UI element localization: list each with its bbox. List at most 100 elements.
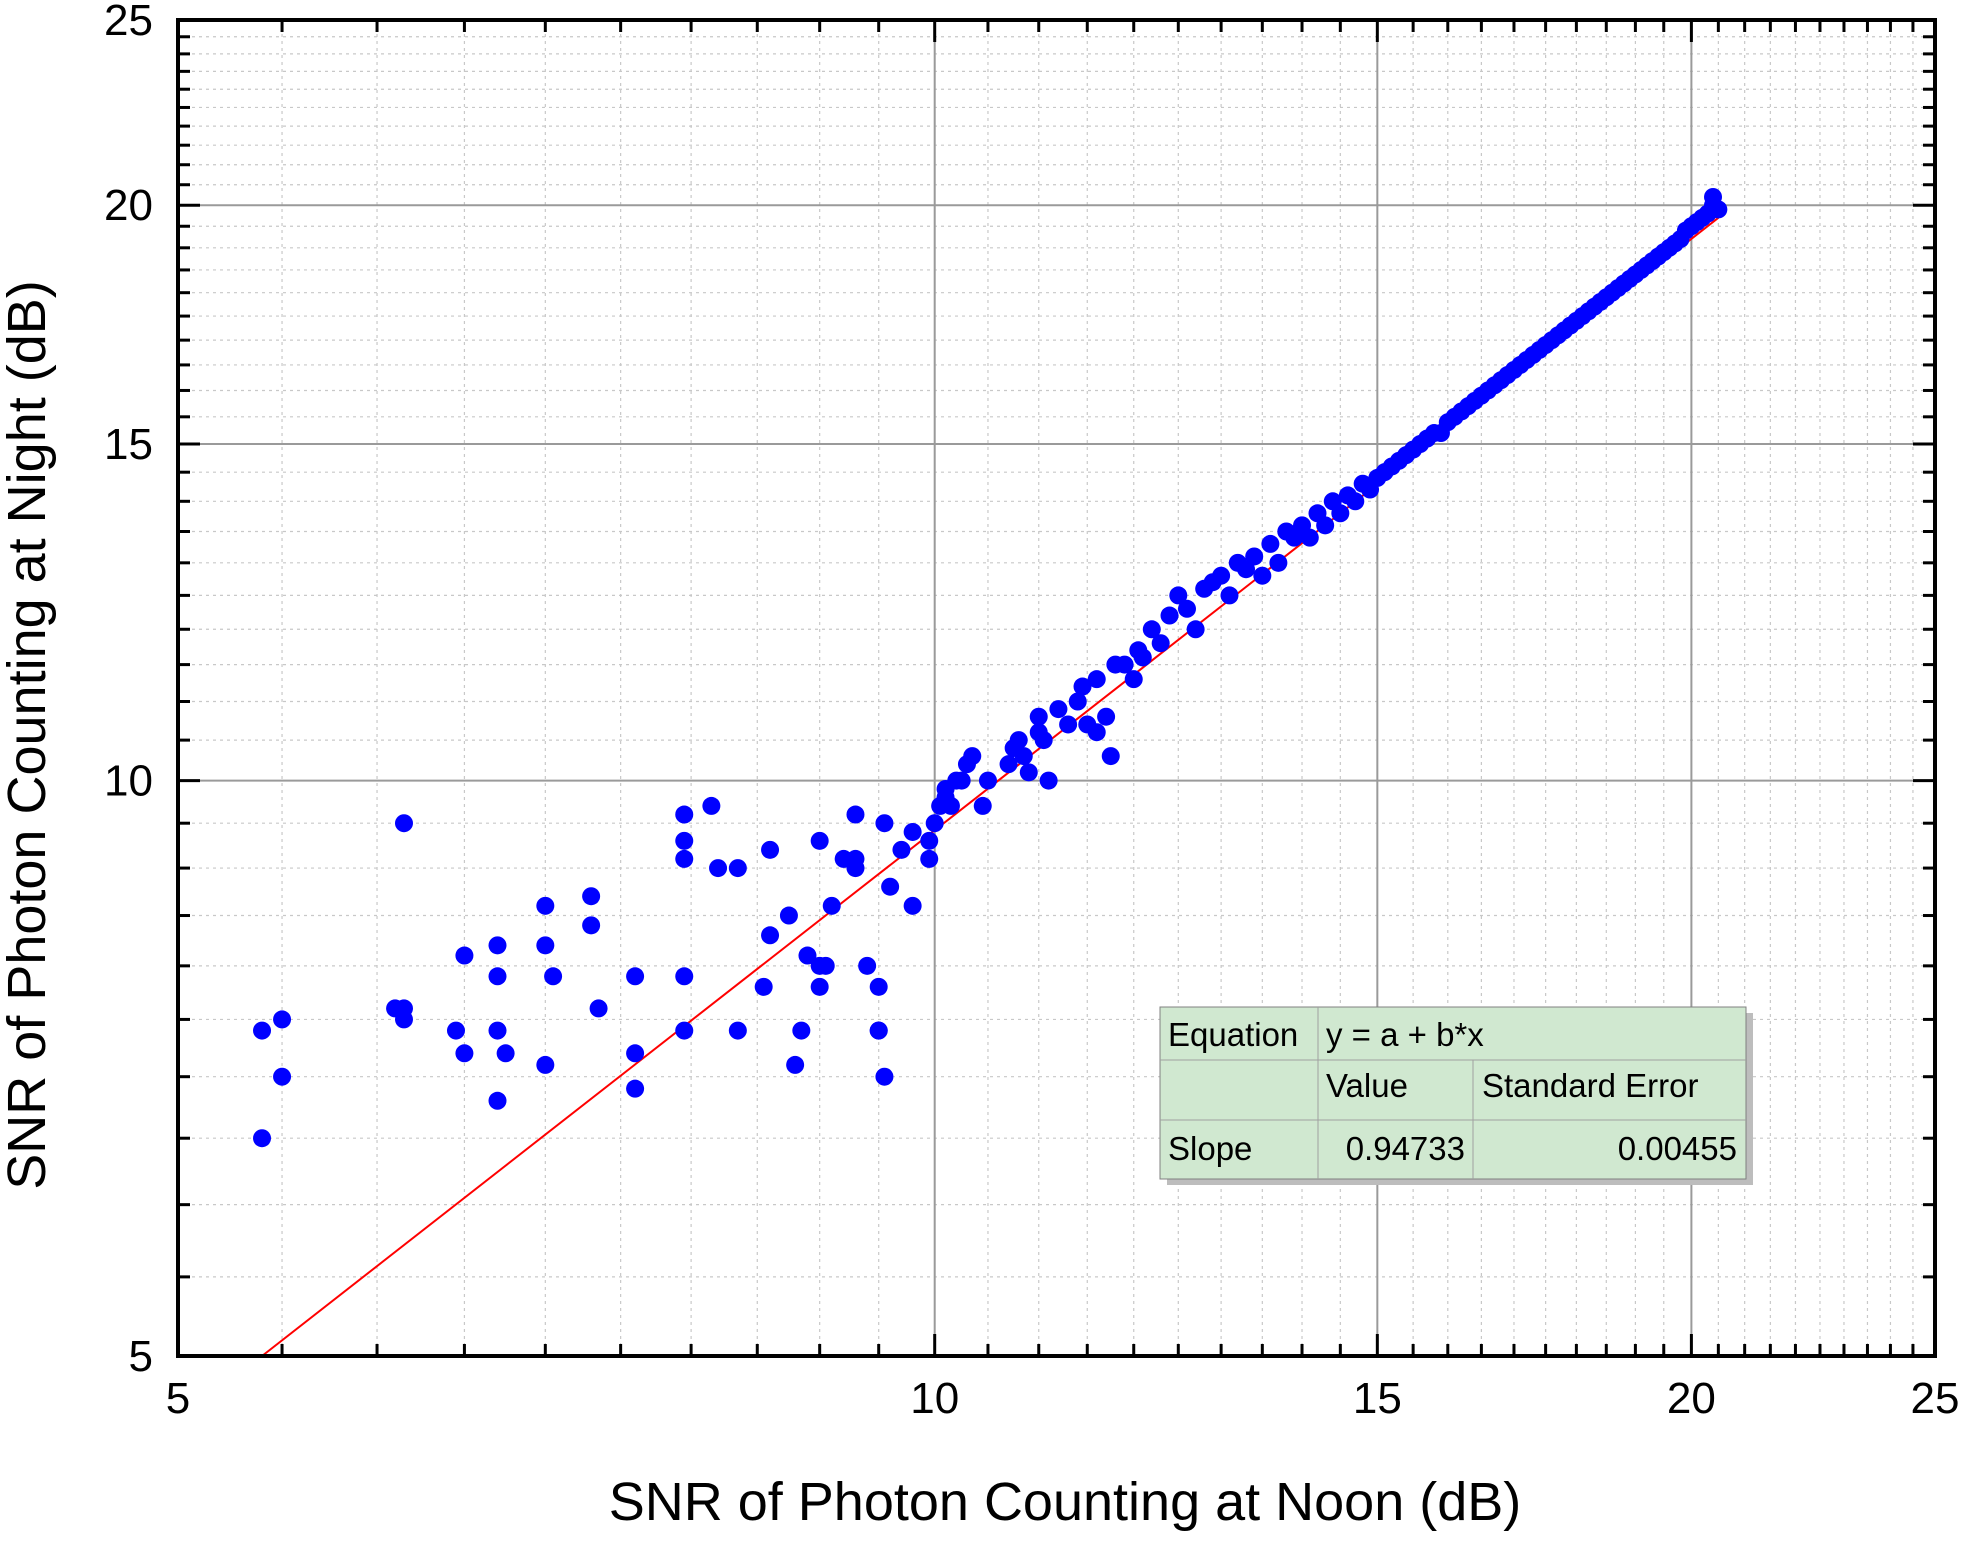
data-point	[1261, 535, 1279, 553]
data-point	[582, 887, 600, 905]
data-point	[811, 832, 829, 850]
data-point	[1269, 554, 1287, 572]
data-point	[786, 1056, 804, 1074]
data-point	[709, 859, 727, 877]
data-point	[875, 814, 893, 832]
y-tick-labels: 5 10 15 20 25	[104, 0, 153, 1381]
data-point	[273, 1068, 291, 1086]
data-point	[447, 1022, 465, 1040]
data-point	[846, 806, 864, 824]
data-point	[858, 957, 876, 975]
data-point	[904, 823, 922, 841]
data-point	[1020, 763, 1038, 781]
data-point	[761, 926, 779, 944]
data-point	[395, 999, 413, 1017]
data-point	[881, 878, 899, 896]
data-point	[1035, 731, 1053, 749]
y-axis-title: SNR of Photon Counting at Night (dB)	[0, 280, 57, 1189]
data-point	[920, 850, 938, 868]
fit-table-value-header: Value	[1326, 1067, 1408, 1104]
fit-table-slope-label: Slope	[1168, 1130, 1252, 1167]
data-point	[675, 1022, 693, 1040]
y-tick-label: 10	[104, 757, 153, 806]
x-tick-label: 15	[1353, 1374, 1402, 1423]
scatter-chart: 5 10 15 20 25 5 10 15 20 25 SNR of Photon Counti…	[0, 0, 1974, 1543]
y-tick-label: 15	[104, 420, 153, 469]
data-point	[626, 967, 644, 985]
data-point	[904, 897, 922, 915]
data-point	[1331, 504, 1349, 522]
data-point	[729, 859, 747, 877]
data-point	[974, 797, 992, 815]
data-point	[926, 814, 944, 832]
y-tick-label: 20	[104, 181, 153, 230]
data-point	[792, 1022, 810, 1040]
fit-table-equation: y = a + b*x	[1326, 1016, 1484, 1053]
data-point	[1253, 567, 1271, 585]
data-point	[1220, 586, 1238, 604]
data-point	[273, 1010, 291, 1028]
data-point	[963, 747, 981, 765]
data-point	[544, 967, 562, 985]
data-point	[590, 999, 608, 1017]
data-point	[1152, 634, 1170, 652]
data-point	[626, 1044, 644, 1062]
data-point	[675, 967, 693, 985]
data-point	[1178, 600, 1196, 618]
data-point	[1015, 747, 1033, 765]
data-point	[626, 1080, 644, 1098]
data-point	[489, 936, 507, 954]
data-point	[536, 1056, 554, 1074]
data-point	[536, 936, 554, 954]
data-point	[979, 772, 997, 790]
data-point	[870, 978, 888, 996]
data-point	[455, 1044, 473, 1062]
data-point	[1102, 747, 1120, 765]
x-tick-label: 5	[166, 1374, 190, 1423]
data-point	[920, 832, 938, 850]
fit-table-equation-label: Equation	[1168, 1016, 1298, 1053]
data-point	[455, 947, 473, 965]
data-point	[729, 1022, 747, 1040]
data-point	[761, 841, 779, 859]
data-point	[1709, 200, 1727, 218]
data-point	[582, 916, 600, 934]
data-point	[811, 978, 829, 996]
data-point	[1161, 607, 1179, 625]
x-axis-title: SNR of Photon Counting at Noon (dB)	[609, 1472, 1522, 1532]
data-point	[953, 772, 971, 790]
data-point	[1000, 755, 1018, 773]
data-point	[675, 806, 693, 824]
data-point	[489, 1022, 507, 1040]
data-point	[1059, 715, 1077, 733]
data-point	[489, 967, 507, 985]
data-point	[1316, 516, 1334, 534]
data-point	[1125, 670, 1143, 688]
data-point	[536, 897, 554, 915]
fit-table-slope-error: 0.00455	[1618, 1130, 1737, 1167]
data-point	[755, 978, 773, 996]
data-point	[846, 859, 864, 877]
y-tick-label: 25	[104, 0, 153, 45]
data-point	[942, 797, 960, 815]
data-point	[1134, 648, 1152, 666]
data-point	[1212, 567, 1230, 585]
data-point	[1187, 620, 1205, 638]
data-point	[497, 1044, 515, 1062]
data-point	[702, 797, 720, 815]
y-tick-label: 5	[129, 1332, 153, 1381]
data-points	[253, 188, 1727, 1147]
x-tick-labels: 5 10 15 20 25	[166, 1374, 1960, 1423]
data-point	[253, 1129, 271, 1147]
data-point	[253, 1022, 271, 1040]
data-point	[817, 957, 835, 975]
data-point	[1346, 492, 1364, 510]
data-point	[1097, 708, 1115, 726]
fit-table-error-header: Standard Error	[1482, 1067, 1698, 1104]
data-point	[675, 832, 693, 850]
data-point	[675, 850, 693, 868]
data-point	[1245, 547, 1263, 565]
x-tick-label: 10	[910, 1374, 959, 1423]
data-point	[1040, 772, 1058, 790]
data-point	[1049, 700, 1067, 718]
